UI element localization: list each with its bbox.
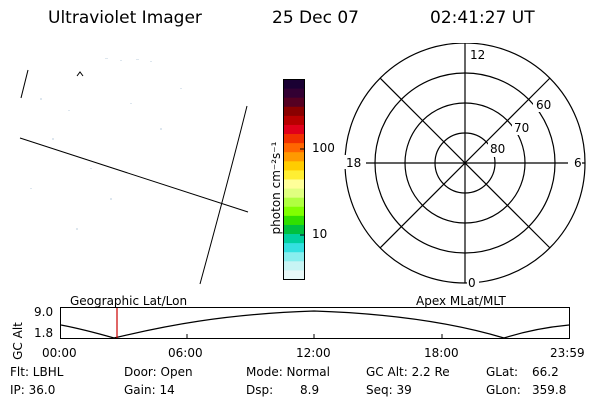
colorbar-stripe <box>283 88 305 99</box>
x-tick-1200: 12:00 <box>296 346 331 360</box>
geographic-latitude-line <box>19 137 249 213</box>
gc-alt-min-label: 1.8 <box>34 326 54 340</box>
caret-mark <box>76 71 84 77</box>
colorbar-stripe <box>283 252 305 262</box>
gain-status: Gain: 14 <box>124 383 175 397</box>
mlt-label-0: 0 <box>468 276 476 290</box>
colorbar-stripe <box>283 79 305 89</box>
dsp-value: 8.9 <box>300 383 320 397</box>
glat-value: 66.2 <box>532 365 559 379</box>
colorbar-stripe <box>283 261 305 271</box>
colorbar-stripe <box>283 143 305 153</box>
colorbar-unit-label: photon cm⁻²s⁻¹ <box>269 141 283 235</box>
glon-value: 359.8 <box>532 383 567 397</box>
colorbar-stripe <box>283 152 305 162</box>
polar-mlt-grid <box>344 43 586 287</box>
apex-panel-title: Apex MLat/MLT <box>416 294 506 308</box>
door-status: Door: Open <box>124 365 193 379</box>
colorbar-tick-100: 100 <box>312 141 335 155</box>
orbit-altitude-plot <box>60 307 570 339</box>
x-tick-0600: 06:00 <box>168 346 203 360</box>
ip-status: IP: 36.0 <box>10 383 56 397</box>
instrument-title: Ultraviolet Imager <box>48 8 202 28</box>
colorbar-stripe <box>283 179 305 189</box>
x-tick-1800: 18:00 <box>424 346 459 360</box>
geographic-longitude-curve <box>199 105 248 285</box>
filter-status: Flt: LBHL <box>10 365 64 379</box>
colorbar-stripe <box>283 206 305 217</box>
time-label: 02:41:27 UT <box>430 8 535 28</box>
colorbar-stripe <box>283 97 305 108</box>
geographic-panel-title: Geographic Lat/Lon <box>70 294 188 308</box>
colorbar-stripe <box>283 234 305 244</box>
colorbar-stripe <box>283 106 305 117</box>
colorbar-stripe <box>283 124 305 135</box>
colorbar-stripe <box>283 270 305 280</box>
gc-alt-status: GC Alt: 2.2 Re <box>366 365 450 379</box>
colorbar-stripe <box>283 224 305 235</box>
mlat-label-60: 60 <box>536 98 552 112</box>
colorbar-stripe <box>283 134 305 144</box>
gc-alt-max-label: 9.0 <box>34 305 54 319</box>
coastline-left-segment <box>20 69 29 99</box>
mlat-label-80: 80 <box>490 142 506 156</box>
glon-label: GLon: <box>486 383 521 397</box>
gc-alt-axis-label: GC Alt <box>11 322 25 360</box>
geographic-image-panel <box>19 58 249 285</box>
mlt-label-6: 6 <box>574 156 582 170</box>
dsp-label: Dsp: <box>246 383 274 397</box>
orbit-altitude-curve <box>60 310 570 339</box>
sequence-status: Seq: 39 <box>366 383 412 397</box>
colorbar-stripe <box>283 188 305 199</box>
colorbar-stripe <box>283 170 305 180</box>
colorbar-stripe <box>283 161 305 171</box>
colorbar-stripe <box>283 197 305 208</box>
glat-label: GLat: <box>486 365 519 379</box>
mlt-label-12: 12 <box>470 48 486 62</box>
color-scale-bar <box>283 79 305 280</box>
date-label: 25 Dec 07 <box>272 8 359 28</box>
colorbar-stripe <box>283 243 305 253</box>
x-tick-0000: 00:00 <box>42 346 77 360</box>
x-tick-2359: 23:59 <box>550 346 585 360</box>
mlt-label-18: 18 <box>346 156 362 170</box>
colorbar-stripe <box>283 215 305 226</box>
colorbar-stripe <box>283 115 305 126</box>
mode-status: Mode: Normal <box>246 365 330 379</box>
colorbar-tick-10: 10 <box>312 227 328 241</box>
mlat-label-70: 70 <box>514 121 530 135</box>
